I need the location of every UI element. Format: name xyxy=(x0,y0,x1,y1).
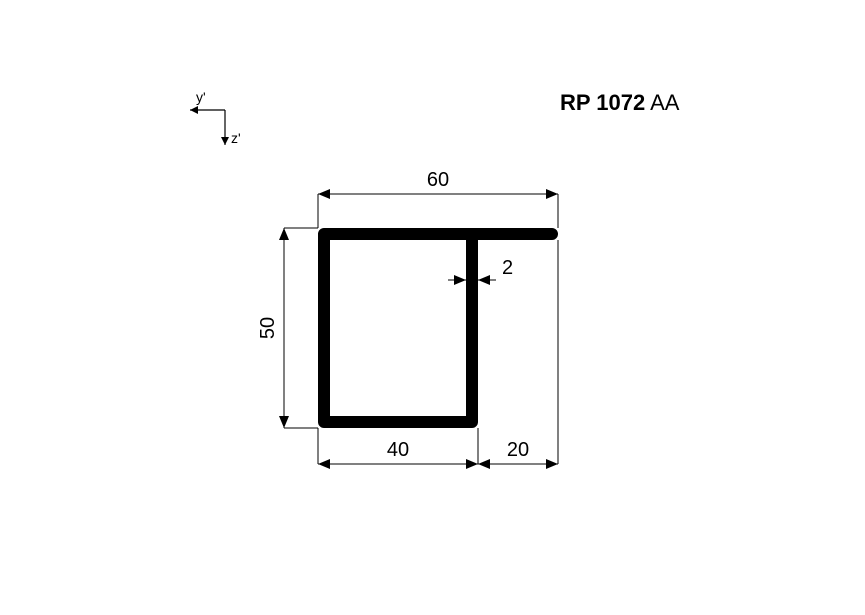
dim-label: 20 xyxy=(507,439,529,461)
drawing-title: RP 1072 AA xyxy=(560,90,680,115)
dim-label: 40 xyxy=(387,439,409,461)
svg-text:RP 1072 AA: RP 1072 AA xyxy=(560,90,680,115)
technical-drawing: RP 1072 AA y' z' 60 50 40 20 2 xyxy=(0,0,865,615)
dim-label: 2 xyxy=(502,257,513,279)
axis-indicator: y' z' xyxy=(190,89,241,146)
profile-shape xyxy=(324,234,552,422)
title-bold-part: RP 1072 xyxy=(560,90,645,115)
y-axis-label: y' xyxy=(196,89,206,105)
z-axis-label: z' xyxy=(231,130,241,146)
title-light-part: AA xyxy=(645,90,680,115)
profile-outline xyxy=(324,234,552,422)
dim-label: 50 xyxy=(257,317,279,339)
dim-label: 60 xyxy=(427,169,449,191)
